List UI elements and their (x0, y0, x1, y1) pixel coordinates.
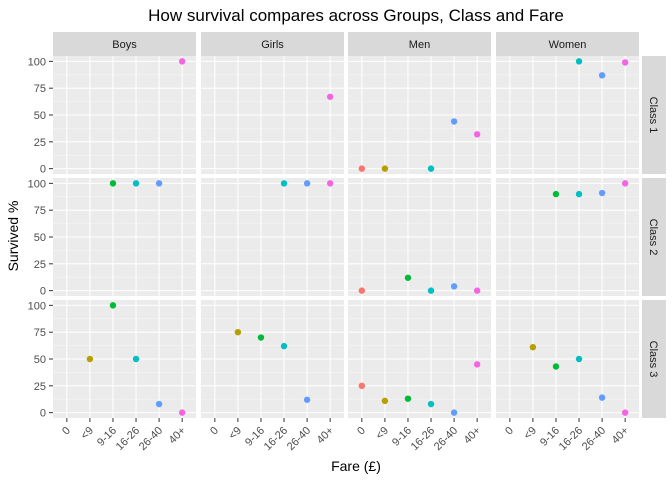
x-tick-label: 26-40 (580, 425, 608, 453)
data-point (450, 118, 458, 125)
strip-label-girls: Girls (261, 39, 284, 51)
data-point (132, 355, 140, 363)
strip-label-women: Women (549, 39, 587, 51)
data-point (155, 180, 163, 187)
data-point (404, 395, 412, 402)
x-tick-label: 40+ (315, 425, 337, 447)
data-point (381, 397, 389, 405)
y-tick-label: 75 (34, 327, 46, 339)
strip-label-boys: Boys (112, 39, 137, 51)
data-point (178, 58, 186, 65)
data-point (621, 59, 629, 66)
data-point (598, 394, 606, 401)
data-point (450, 409, 458, 416)
x-tick-label: 16-26 (262, 425, 290, 453)
x-tick-label: 26-40 (285, 425, 313, 453)
data-point (358, 382, 366, 390)
x-tick-label: 0 (60, 425, 73, 438)
data-point (234, 328, 242, 336)
y-tick-label: 100 (28, 178, 46, 190)
data-point (280, 180, 288, 187)
x-tick-label: 16-26 (114, 425, 142, 453)
x-tick-label: <9 (79, 425, 96, 442)
y-tick-label: 0 (40, 164, 46, 176)
data-point (575, 355, 583, 363)
strip-label-class-1: Class 1 (647, 97, 659, 134)
data-point (529, 344, 537, 351)
x-tick-label: 16-26 (557, 425, 585, 453)
data-point (427, 287, 435, 294)
x-tick-label: 26-40 (137, 425, 165, 453)
strip-girls (201, 32, 344, 56)
data-point (473, 131, 481, 138)
y-tick-label: 25 (34, 381, 46, 393)
data-point (358, 287, 366, 294)
x-tick-label: 26-40 (432, 425, 460, 453)
data-point (575, 190, 583, 198)
strip-label-men: Men (409, 39, 430, 51)
x-tick-label: 0 (208, 425, 221, 438)
data-point (178, 409, 186, 416)
strip-class-2 (642, 178, 666, 296)
x-axis-title: Fare (£) (331, 458, 381, 474)
strip-class-1 (642, 56, 666, 174)
y-tick-label: 75 (34, 205, 46, 217)
x-tick-label: <9 (522, 425, 539, 442)
data-point (358, 165, 366, 172)
data-point (109, 302, 117, 309)
y-tick-label: 50 (34, 354, 46, 366)
data-point (86, 355, 94, 363)
x-tick-label: 40+ (167, 425, 189, 447)
y-tick-label: 75 (34, 83, 46, 95)
data-point (303, 396, 311, 403)
strip-class-3 (642, 300, 666, 418)
y-tick-label: 25 (34, 137, 46, 149)
x-tick-label: <9 (374, 425, 391, 442)
data-point (473, 287, 481, 294)
plot-area: Boys Girls Men Women Class 1 Class 2 Class 3 0 2… (28, 32, 666, 453)
data-point (326, 93, 334, 100)
x-tick-label: <9 (227, 425, 244, 442)
data-point (303, 180, 311, 187)
data-point (552, 190, 560, 198)
chart-title: How survival compares across Groups, Cla… (148, 6, 564, 25)
data-point (404, 274, 412, 281)
data-point (598, 189, 606, 197)
data-point (326, 180, 334, 187)
x-tick-label: 40+ (462, 425, 484, 447)
y-tick-label: 0 (40, 286, 46, 298)
x-tick-label: 40+ (610, 425, 632, 447)
strip-men (348, 32, 491, 56)
data-point (257, 334, 265, 341)
data-point (155, 400, 163, 408)
y-tick-label: 100 (28, 56, 46, 68)
y-tick-label: 50 (34, 232, 46, 244)
data-point (109, 180, 117, 187)
data-point (427, 400, 435, 408)
y-axis-title: Survived % (5, 201, 21, 272)
strip-label-class-3: Class 3 (647, 341, 659, 378)
data-point (575, 58, 583, 65)
data-point (598, 72, 606, 79)
y-tick-label: 0 (40, 408, 46, 420)
data-point (280, 342, 288, 350)
y-tick-label: 100 (28, 300, 46, 312)
y-tick-label: 50 (34, 110, 46, 122)
strip-label-class-2: Class 2 (647, 219, 659, 256)
y-tick-label: 25 (34, 259, 46, 271)
x-tick-label: 16-26 (409, 425, 437, 453)
data-point (381, 165, 389, 172)
data-point (621, 180, 629, 187)
strip-women (496, 32, 639, 56)
data-point (552, 363, 560, 370)
data-point (450, 283, 458, 290)
data-point (132, 180, 140, 187)
data-point (427, 165, 435, 172)
strip-boys (53, 32, 196, 56)
x-tick-label: 0 (355, 425, 368, 438)
data-point (473, 361, 481, 368)
x-tick-label: 0 (503, 425, 516, 438)
data-point (621, 409, 629, 416)
